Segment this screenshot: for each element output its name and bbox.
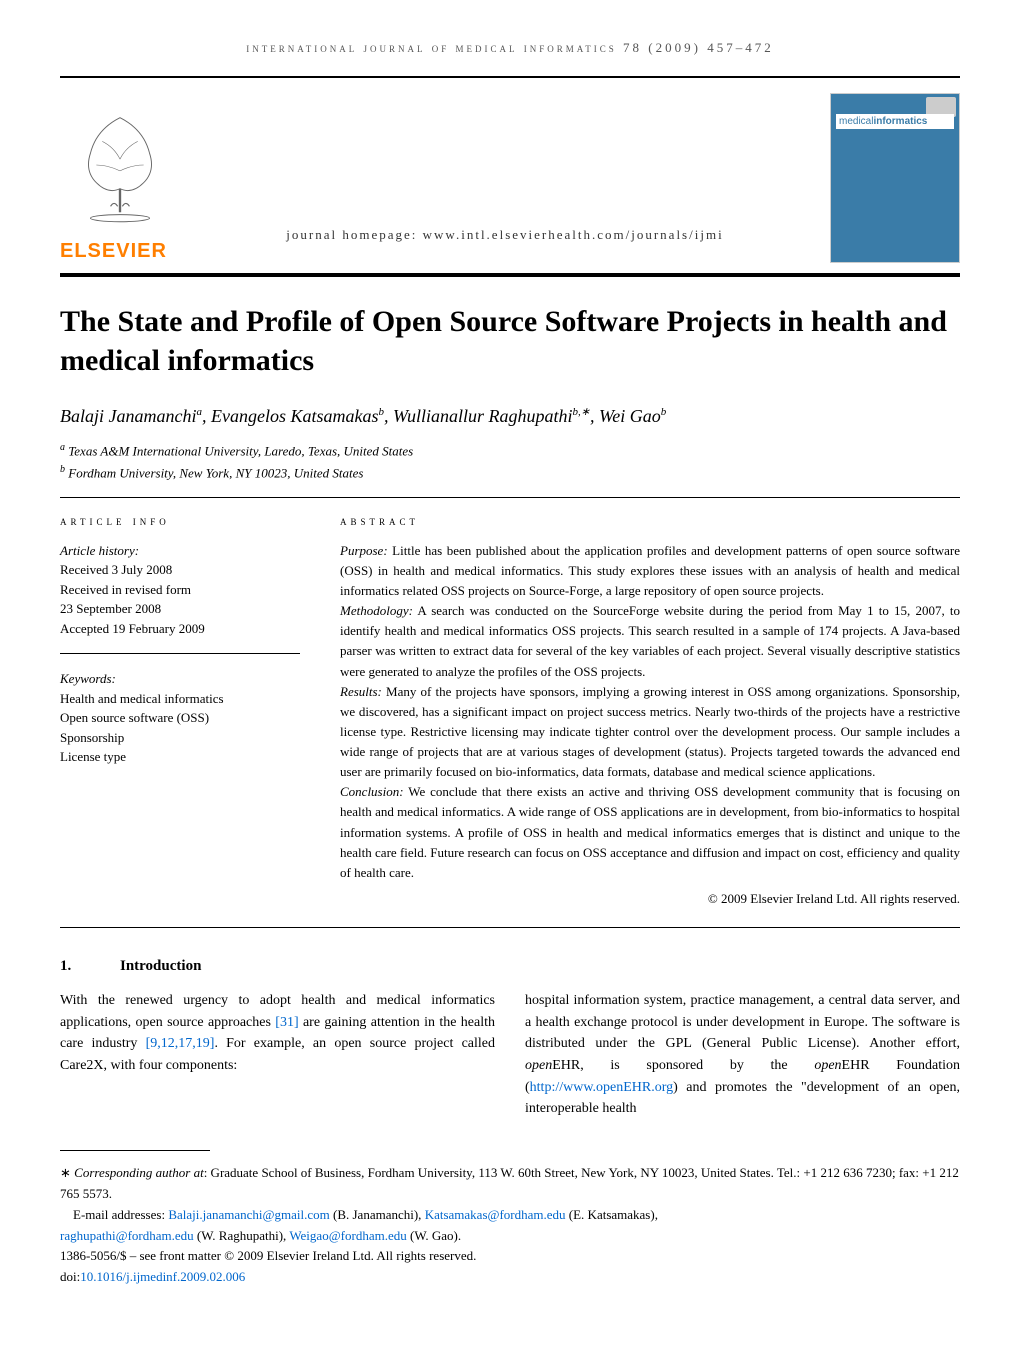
email-1-link[interactable]: Balaji.janamanchi@gmail.com [168,1207,329,1222]
author-1-affiliation: a [196,406,202,418]
authors: Balaji Janamanchia, Evangelos Katsamakas… [60,405,960,427]
openehr-url-link[interactable]: http://www.openEHR.org [530,1080,674,1095]
methodology-label: Methodology: [340,603,413,618]
body-columns: With the renewed urgency to adopt health… [60,990,960,1120]
results-label: Results: [340,684,382,699]
article-info: article info Article history: Received 3… [60,513,300,907]
email-4-link[interactable]: Weigao@fordham.edu [289,1228,406,1243]
homepage-link[interactable]: journal homepage: www.intl.elsevierhealt… [180,227,830,263]
journal-cover-icon: medicalinformatics [830,93,960,263]
section-1-num: 1. [60,958,120,975]
info-abstract-row: article info Article history: Received 3… [60,513,960,907]
journal-cover-label: medicalinformatics [836,114,954,129]
article-history: Article history: Received 3 July 2008 Re… [60,541,300,639]
history-revised-1: Received in revised form [60,580,300,600]
history-received: Received 3 July 2008 [60,560,300,580]
keyword-1: Health and medical informatics [60,689,300,709]
thick-rule [60,273,960,277]
abstract-text: Purpose: Little has been published about… [340,541,960,883]
keywords-label: Keywords: [60,669,300,689]
divider [60,927,960,928]
author-2: Evangelos Katsamakas [211,406,378,426]
abstract: abstract Purpose: Little has been publis… [340,513,960,907]
elsevier-text: ELSEVIER [60,240,180,263]
author-2-affiliation: b [378,406,384,418]
conclusion-label: Conclusion: [340,784,404,799]
history-revised-2: 23 September 2008 [60,599,300,619]
email-2-link[interactable]: Katsamakas@fordham.edu [425,1207,566,1222]
email-3-link[interactable]: raghupathi@fordham.edu [60,1228,194,1243]
ref-31-link[interactable]: [31] [275,1015,298,1030]
abstract-copyright: © 2009 Elsevier Ireland Ltd. All rights … [340,891,960,907]
author-4-affiliation: b [661,406,667,418]
abstract-heading: abstract [340,513,960,529]
article-info-heading: article info [60,513,300,529]
author-3: Wullianallur Raghupathi [393,406,573,426]
info-divider [60,653,300,654]
ref-multi-link[interactable]: [9,12,17,19] [146,1036,215,1051]
author-3-affiliation: b,∗ [572,406,589,418]
body-column-right: hospital information system, practice ma… [525,990,960,1120]
elsevier-logo: ELSEVIER [60,100,180,263]
corresponding-author: ∗ Corresponding author at: Graduate Scho… [60,1163,960,1205]
affiliation-a: a Texas A&M International University, La… [60,442,960,459]
footer-copyright: 1386-5056/$ – see front matter © 2009 El… [60,1246,960,1267]
footer-rule [60,1150,210,1151]
keyword-3: Sponsorship [60,728,300,748]
running-header: international journal of medical informa… [60,40,960,56]
keywords: Keywords: Health and medical informatics… [60,669,300,767]
article-title: The State and Profile of Open Source Sof… [60,302,960,380]
doi: doi:10.1016/j.ijmedinf.2009.02.006 [60,1267,960,1288]
section-1-title: Introduction [120,958,201,974]
elsevier-tree-icon [60,100,180,230]
top-rule [60,76,960,78]
purpose-label: Purpose: [340,543,388,558]
author-4: Wei Gao [599,406,661,426]
doi-link[interactable]: 10.1016/j.ijmedinf.2009.02.006 [80,1269,245,1284]
author-1: Balaji Janamanchi [60,406,196,426]
history-label: Article history: [60,541,300,561]
header-section: ELSEVIER journal homepage: www.intl.else… [60,93,960,263]
keyword-4: License type [60,747,300,767]
body-column-left: With the renewed urgency to adopt health… [60,990,495,1120]
section-1-heading: 1.Introduction [60,958,960,975]
email-addresses: E-mail addresses: Balaji.janamanchi@gmai… [60,1205,960,1247]
affiliation-b: b Fordham University, New York, NY 10023… [60,464,960,481]
divider [60,497,960,498]
footer: ∗ Corresponding author at: Graduate Scho… [60,1163,960,1288]
keyword-2: Open source software (OSS) [60,708,300,728]
history-accepted: Accepted 19 February 2009 [60,619,300,639]
